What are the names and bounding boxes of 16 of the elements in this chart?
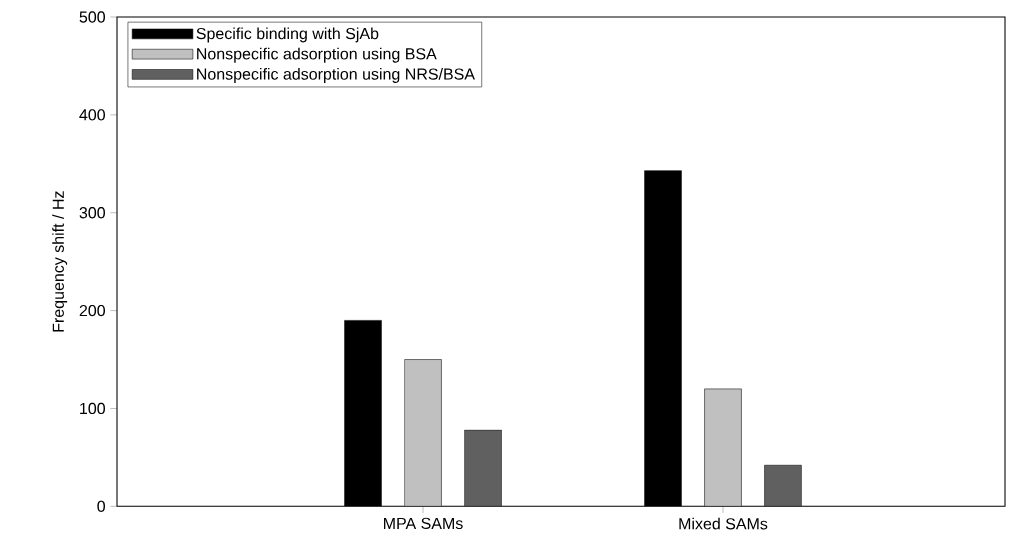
bar [644, 170, 682, 507]
bar [764, 464, 802, 507]
x-tick-label: Mixed SAMs [679, 517, 768, 530]
y-tick-label: 0 [97, 500, 106, 512]
legend-label: Specific binding with SjAb [196, 27, 379, 43]
x-tick-label: MPA SAMs [384, 517, 463, 529]
y-tick-label: 300 [79, 206, 106, 219]
y-tick-label: 400 [79, 109, 106, 121]
y-tick-label: 200 [79, 304, 106, 317]
y-axis-title: Frequency shift / Hz [52, 191, 68, 332]
legend-label: Nonspecific adsorption using NRS/BSA [197, 67, 475, 83]
y-tick-label: 500 [79, 11, 106, 23]
bar [344, 319, 382, 507]
y-tick-label: 100 [80, 402, 106, 414]
legend-label: Nonspecific adsorption using BSA [197, 47, 437, 63]
bar [464, 429, 502, 507]
